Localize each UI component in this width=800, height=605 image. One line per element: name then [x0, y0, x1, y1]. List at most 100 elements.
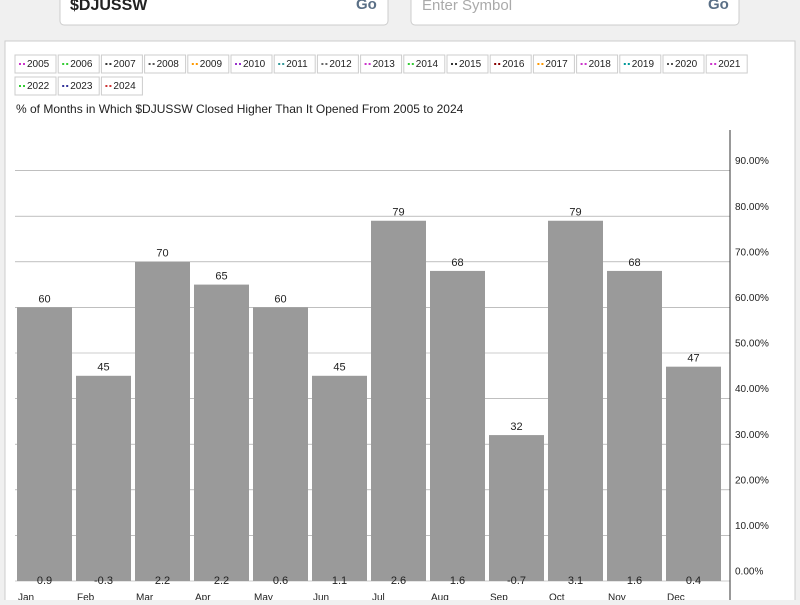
legend-label: 2022 — [27, 81, 50, 92]
y-tick-label: 30.00% — [735, 430, 769, 441]
legend-label: 2011 — [286, 59, 308, 70]
x-tick-label: Jun — [313, 593, 329, 600]
legend-button[interactable] — [57, 76, 100, 96]
bar — [17, 307, 72, 581]
x-tick-label: Oct — [549, 593, 565, 600]
legend-button[interactable] — [489, 54, 532, 74]
avg-change-label: 2.2 — [214, 575, 229, 587]
legend-button[interactable] — [273, 54, 316, 74]
bar — [607, 270, 662, 581]
bar-value-label: 47 — [687, 353, 699, 365]
legend-label: 2023 — [70, 81, 93, 92]
x-tick-label: Jul — [372, 593, 385, 600]
bar — [371, 220, 426, 581]
bar-value-label: 65 — [215, 271, 227, 283]
symbol-value: $DJUSSW — [70, 0, 148, 14]
legend-label: 2006 — [70, 59, 93, 70]
x-tick-label: Nov — [608, 593, 626, 600]
bar-value-label: 70 — [156, 248, 168, 260]
avg-change-label: 2.6 — [391, 575, 406, 587]
bar-value-label: 79 — [392, 207, 404, 219]
legend-button[interactable] — [705, 54, 748, 74]
go-button[interactable]: Go — [708, 0, 729, 13]
y-tick-label: 80.00% — [735, 202, 769, 213]
legend-button[interactable] — [446, 54, 489, 74]
legend-button[interactable] — [360, 54, 403, 74]
bar-value-label: 60 — [38, 293, 50, 305]
legend-label: 2008 — [157, 59, 180, 70]
legend-label: 2021 — [718, 59, 741, 70]
legend-button[interactable] — [100, 54, 143, 74]
legend-label: 2019 — [632, 59, 655, 70]
y-tick-label: 90.00% — [735, 156, 769, 167]
legend-button[interactable] — [14, 76, 57, 96]
bar-value-label: 79 — [569, 207, 581, 219]
legend-button[interactable] — [230, 54, 273, 74]
legend-label: 2010 — [243, 59, 266, 70]
bar-value-label: 68 — [628, 257, 640, 269]
legend-label: 2018 — [589, 59, 612, 70]
bar-value-label: 32 — [510, 421, 522, 433]
symbol-input[interactable] — [410, 0, 740, 26]
bar-value-label: 60 — [274, 293, 286, 305]
bar — [135, 261, 190, 581]
legend-button[interactable] — [316, 54, 359, 74]
legend-label: 2017 — [545, 59, 568, 70]
avg-change-label: -0.3 — [94, 575, 113, 587]
avg-change-label: 0.9 — [37, 575, 52, 587]
legend-label: 2014 — [416, 59, 439, 70]
chart-title: % of Months in Which $DJUSSW Closed High… — [16, 102, 464, 116]
legend-button[interactable] — [619, 54, 662, 74]
legend-button[interactable] — [57, 54, 100, 74]
legend-button[interactable] — [14, 54, 57, 74]
x-tick-label: Mar — [136, 593, 154, 600]
legend-button[interactable] — [187, 54, 230, 74]
legend-label: 2020 — [675, 59, 698, 70]
y-tick-label: 50.00% — [735, 339, 769, 350]
legend-button[interactable] — [403, 54, 446, 74]
legend-label: 2015 — [459, 59, 482, 70]
legend-button[interactable] — [144, 54, 187, 74]
bar-value-label: 68 — [451, 257, 463, 269]
avg-change-label: 3.1 — [568, 575, 583, 587]
symbol-input[interactable] — [59, 0, 389, 26]
x-tick-label: Dec — [667, 593, 685, 600]
legend-label: 2007 — [113, 59, 136, 70]
bar — [430, 270, 485, 581]
x-tick-label: Sep — [490, 593, 508, 600]
avg-change-label: 0.4 — [686, 575, 701, 587]
bar-value-label: 45 — [97, 362, 109, 374]
avg-change-label: 1.6 — [627, 575, 642, 587]
bar — [312, 375, 367, 581]
legend-label: 2016 — [502, 59, 525, 70]
bar — [489, 435, 544, 581]
bar — [548, 220, 603, 581]
bar — [194, 284, 249, 581]
legend-label: 2012 — [329, 59, 352, 70]
legend-label: 2009 — [200, 59, 223, 70]
x-tick-label: Aug — [431, 593, 449, 600]
bar — [76, 375, 131, 581]
y-tick-label: 20.00% — [735, 475, 769, 486]
y-tick-label: 70.00% — [735, 247, 769, 258]
y-tick-label: 60.00% — [735, 293, 769, 304]
y-tick-label: 10.00% — [735, 521, 769, 532]
avg-change-label: 2.2 — [155, 575, 170, 587]
legend-button[interactable] — [662, 54, 705, 74]
x-tick-label: May — [254, 593, 273, 600]
legend-label: 2024 — [113, 81, 136, 92]
avg-change-label: 0.6 — [273, 575, 288, 587]
avg-change-label: 1.6 — [450, 575, 465, 587]
y-tick-label: 40.00% — [735, 384, 769, 395]
legend-button[interactable] — [576, 54, 619, 74]
legend-button[interactable] — [100, 76, 143, 96]
go-button[interactable]: Go — [356, 0, 377, 13]
symbol-placeholder: Enter Symbol — [422, 0, 512, 14]
x-tick-label: Feb — [77, 593, 95, 600]
legend-label: 2013 — [373, 59, 396, 70]
bar-value-label: 45 — [333, 362, 345, 374]
bar — [253, 307, 308, 581]
legend-button[interactable] — [532, 54, 575, 74]
